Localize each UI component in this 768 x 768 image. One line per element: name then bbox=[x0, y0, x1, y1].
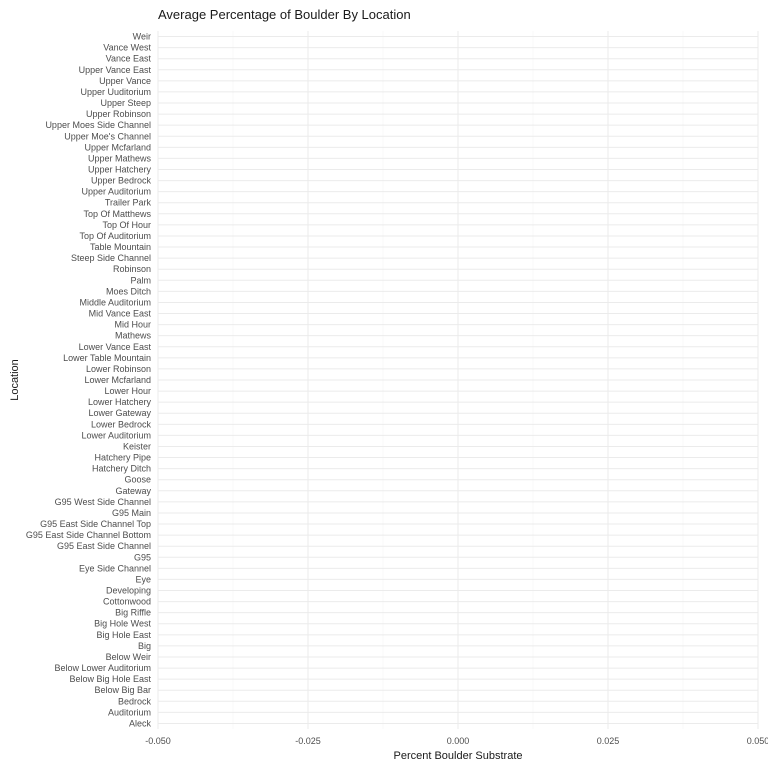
y-tick-label: Upper Mathews bbox=[88, 153, 152, 163]
y-tick-label: Moes Ditch bbox=[106, 286, 151, 296]
x-tick-label: 0.025 bbox=[597, 736, 620, 746]
y-tick-label: Steep Side Channel bbox=[71, 253, 151, 263]
y-tick-label: Top Of Hour bbox=[102, 220, 151, 230]
y-tick-label: G95 Main bbox=[112, 508, 151, 518]
y-tick-label: Eye Side Channel bbox=[79, 563, 151, 573]
y-tick-label: Upper Uuditorium bbox=[80, 87, 151, 97]
x-tick-label: -0.050 bbox=[145, 736, 171, 746]
y-tick-label: Lower Auditorium bbox=[81, 430, 151, 440]
y-tick-label: Vance East bbox=[106, 54, 152, 64]
y-tick-label: Mid Hour bbox=[114, 320, 151, 330]
y-tick-label: Eye bbox=[135, 574, 151, 584]
y-tick-label: Robinson bbox=[113, 264, 151, 274]
y-tick-label: Below Lower Auditorium bbox=[54, 663, 151, 673]
y-axis-title: Location bbox=[9, 359, 21, 401]
y-tick-label: Lower Robinson bbox=[86, 364, 151, 374]
y-tick-label: Below Big Bar bbox=[94, 685, 151, 695]
x-tick-label: 0.000 bbox=[447, 736, 470, 746]
y-tick-label: G95 East Side Channel bbox=[57, 541, 151, 551]
y-tick-label: Upper Vance East bbox=[79, 65, 152, 75]
y-tick-label: Mid Vance East bbox=[89, 309, 152, 319]
y-tick-label: Palm bbox=[130, 275, 151, 285]
x-tick-label: -0.025 bbox=[295, 736, 321, 746]
y-tick-label: Lower Table Mountain bbox=[63, 353, 151, 363]
y-tick-label: Middle Auditorium bbox=[79, 297, 151, 307]
y-tick-label: G95 East Side Channel Top bbox=[40, 519, 151, 529]
y-tick-label: Table Mountain bbox=[90, 242, 151, 252]
y-tick-label: Upper Moes Side Channel bbox=[45, 120, 151, 130]
y-tick-label: Cottonwood bbox=[103, 597, 151, 607]
x-axis-title: Percent Boulder Substrate bbox=[393, 750, 522, 762]
y-tick-label: Bedrock bbox=[118, 696, 152, 706]
y-tick-label: G95 East Side Channel Bottom bbox=[26, 530, 151, 540]
y-tick-label: Upper Hatchery bbox=[88, 164, 152, 174]
y-tick-label: Keister bbox=[123, 441, 151, 451]
y-tick-label: Mathews bbox=[115, 331, 152, 341]
x-tick-label: 0.050 bbox=[747, 736, 768, 746]
y-tick-label: Aleck bbox=[129, 718, 152, 728]
y-tick-label: Hatchery Ditch bbox=[92, 464, 151, 474]
y-tick-label: Trailer Park bbox=[105, 198, 152, 208]
y-tick-label: Lower Vance East bbox=[79, 342, 152, 352]
y-tick-label: Lower Gateway bbox=[88, 408, 151, 418]
y-tick-label: Below Weir bbox=[106, 652, 151, 662]
y-tick-label: Lower Mcfarland bbox=[84, 375, 151, 385]
y-tick-label: Big Hole West bbox=[94, 619, 151, 629]
y-tick-label: Top Of Matthews bbox=[83, 209, 151, 219]
y-tick-label: Upper Mcfarland bbox=[84, 142, 151, 152]
y-tick-label: Lower Hour bbox=[104, 386, 151, 396]
y-tick-label: Below Big Hole East bbox=[69, 674, 151, 684]
y-tick-label: Upper Bedrock bbox=[91, 176, 152, 186]
y-tick-label: Upper Moe's Channel bbox=[64, 131, 151, 141]
y-tick-label: Vance West bbox=[103, 43, 151, 53]
y-tick-label: Developing bbox=[106, 586, 151, 596]
y-tick-label: Upper Vance bbox=[99, 76, 151, 86]
y-tick-label: Upper Steep bbox=[100, 98, 151, 108]
y-tick-label: Upper Robinson bbox=[86, 109, 151, 119]
y-tick-label: Big Riffle bbox=[115, 608, 151, 618]
y-tick-label: Top Of Auditorium bbox=[79, 231, 151, 241]
y-tick-label: Weir bbox=[133, 32, 151, 42]
y-tick-label: Upper Auditorium bbox=[81, 187, 151, 197]
y-tick-label: Hatchery Pipe bbox=[94, 453, 151, 463]
y-tick-label: Auditorium bbox=[108, 707, 151, 717]
y-tick-label: Big bbox=[138, 641, 151, 651]
y-tick-label: Big Hole East bbox=[96, 630, 151, 640]
y-tick-label: Goose bbox=[124, 475, 151, 485]
x-axis-tick-labels: -0.050 -0.025 0.000 0.025 0.050 bbox=[145, 736, 768, 746]
y-tick-label: Lower Hatchery bbox=[88, 397, 152, 407]
major-gridlines bbox=[157, 31, 759, 729]
y-tick-label: Gateway bbox=[115, 486, 151, 496]
y-tick-label: Lower Bedrock bbox=[91, 419, 152, 429]
y-tick-label: G95 bbox=[134, 552, 151, 562]
chart-title: Average Percentage of Boulder By Locatio… bbox=[158, 7, 411, 22]
y-tick-label: G95 West Side Channel bbox=[55, 497, 151, 507]
